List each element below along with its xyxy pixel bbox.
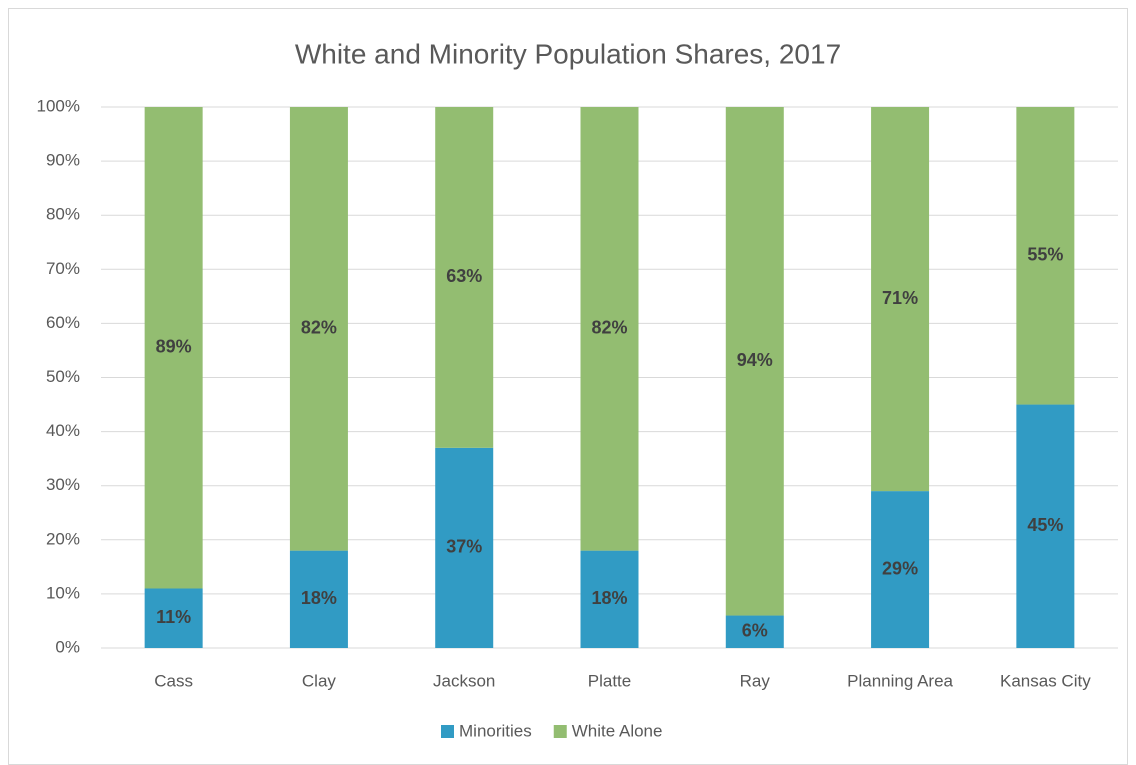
- bar-segment: [580, 107, 639, 551]
- bar-segment: [871, 107, 930, 492]
- bar-segment: [580, 550, 639, 648]
- bar-segment: [1016, 404, 1075, 648]
- x-tick-label: Jackson: [433, 671, 495, 690]
- bar-segment: [435, 107, 494, 448]
- data-label: 11%: [156, 607, 191, 627]
- bar-segment: [871, 491, 930, 648]
- chart-title: White and Minority Population Shares, 20…: [295, 38, 841, 69]
- data-label: 37%: [446, 537, 482, 557]
- x-tick-label: Cass: [154, 671, 193, 690]
- data-label: 94%: [737, 350, 773, 370]
- bar-segment: [144, 107, 203, 589]
- bar-segment: [1016, 107, 1075, 405]
- data-label: 6%: [742, 621, 768, 641]
- bar-segment: [289, 550, 348, 648]
- y-tick-label: 90%: [46, 151, 80, 170]
- y-tick-label: 40%: [46, 421, 80, 440]
- x-tick-label: Platte: [588, 671, 631, 690]
- x-tick-label: Kansas City: [1000, 671, 1091, 690]
- data-label: 55%: [1027, 245, 1063, 265]
- legend-swatch: [553, 725, 567, 738]
- y-tick-label: 100%: [37, 96, 80, 115]
- legend-swatch: [441, 725, 454, 738]
- y-tick-label: 20%: [46, 529, 80, 548]
- y-tick-label: 10%: [46, 583, 80, 602]
- data-label: 71%: [882, 288, 918, 308]
- data-label: 82%: [591, 318, 627, 338]
- legend-label: Minorities: [459, 721, 532, 740]
- data-label: 45%: [1027, 515, 1063, 535]
- data-label: 18%: [591, 588, 627, 608]
- y-tick-label: 50%: [46, 367, 80, 386]
- data-label: 82%: [301, 318, 337, 338]
- data-label: 18%: [301, 588, 337, 608]
- bar-segment: [435, 447, 494, 648]
- bar-segment: [289, 107, 348, 551]
- data-label: 89%: [156, 336, 192, 356]
- y-tick-label: 60%: [46, 313, 80, 332]
- legend-label: White Alone: [572, 721, 663, 740]
- y-tick-label: 80%: [46, 205, 80, 224]
- y-tick-label: 30%: [46, 475, 80, 494]
- y-tick-label: 70%: [46, 259, 80, 278]
- x-tick-label: Ray: [740, 671, 771, 690]
- bar-segment: [725, 107, 784, 616]
- bar-segment: [144, 588, 203, 648]
- y-tick-label: 0%: [55, 637, 80, 656]
- bar-segment: [725, 615, 784, 648]
- x-tick-label: Planning Area: [847, 671, 953, 690]
- x-tick-label: Clay: [302, 671, 337, 690]
- data-label: 29%: [882, 558, 918, 578]
- data-label: 63%: [446, 266, 482, 286]
